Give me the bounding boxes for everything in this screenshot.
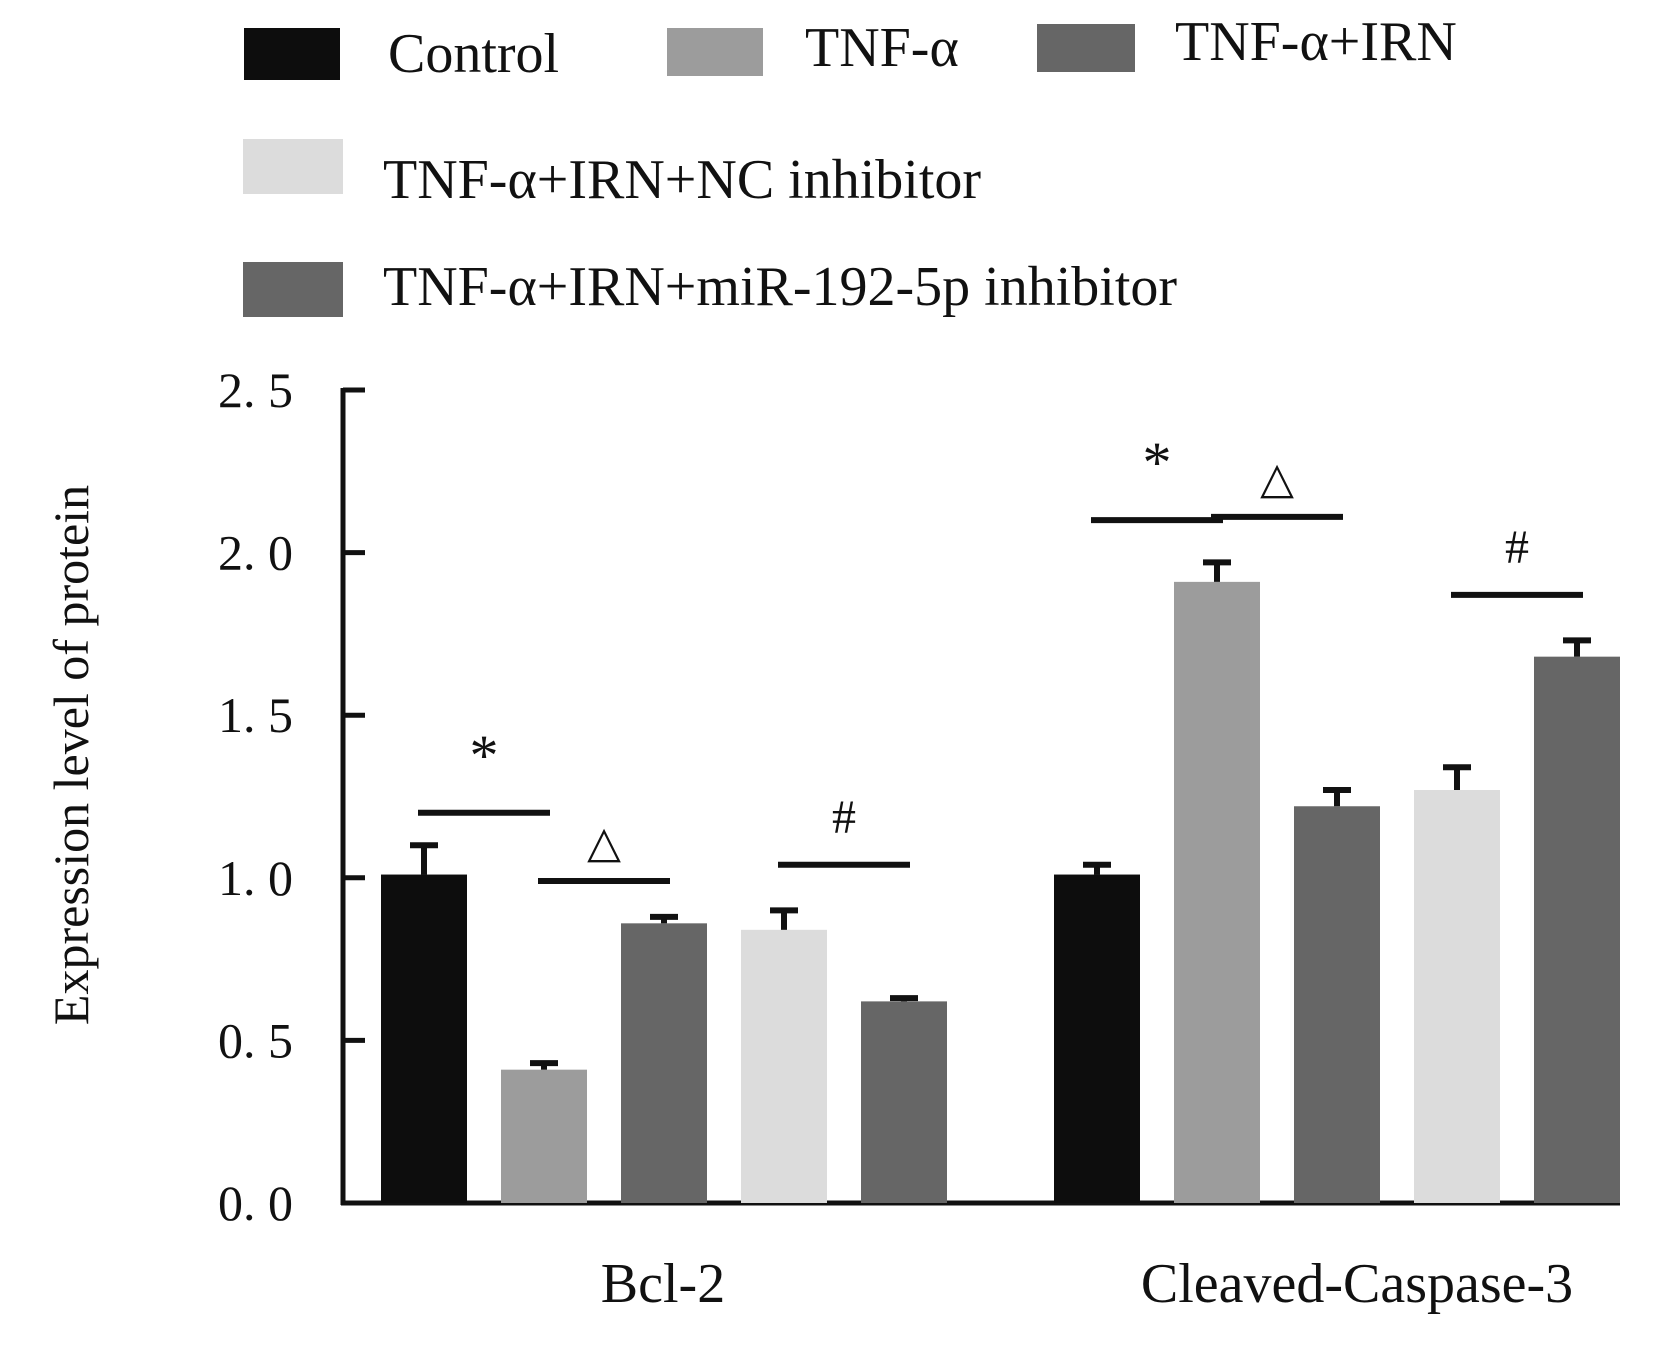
legend-label: Control <box>388 23 559 85</box>
bars <box>381 559 1620 1203</box>
significance-marker: # <box>1505 521 1529 574</box>
bar <box>861 1001 947 1203</box>
bar <box>1534 656 1620 1203</box>
legend-swatch <box>243 139 343 194</box>
bar <box>1174 581 1260 1203</box>
bar <box>741 929 827 1203</box>
legend-label: TNF-α+IRN <box>1175 11 1457 73</box>
y-axis-label: Expression level of protein <box>43 485 99 1025</box>
bar <box>1294 806 1380 1203</box>
significance-marker: * <box>1143 430 1172 495</box>
bar <box>1414 789 1500 1203</box>
significance-marker: # <box>832 791 856 844</box>
significance-marker: △ <box>587 818 621 867</box>
legend: Control TNF-α TNF-α+IRN TNF-α+IRN+NC inhibi… <box>243 11 1457 318</box>
significance-marker: * <box>470 723 499 788</box>
bar <box>501 1069 587 1203</box>
legend-label: TNF-α+IRN+miR-192-5p inhibitor <box>383 256 1177 318</box>
significance-marker: △ <box>1260 454 1294 503</box>
legend-swatch <box>244 28 340 80</box>
y-tick-label: 1. 0 <box>218 850 293 906</box>
y-tick-label: 2. 0 <box>218 525 293 581</box>
legend-label: TNF-α+IRN+NC inhibitor <box>383 149 981 211</box>
legend-label: TNF-α <box>805 17 959 79</box>
y-tick-label: 0. 5 <box>218 1012 293 1068</box>
x-category-label: Bcl-2 <box>601 1253 725 1315</box>
legend-swatch <box>243 262 343 317</box>
bar <box>381 874 467 1203</box>
bar <box>621 923 707 1203</box>
bar <box>1054 874 1140 1203</box>
y-tick-label: 1. 5 <box>218 687 293 743</box>
legend-swatch <box>667 28 763 76</box>
significance-annotations: * △ # * △ # <box>418 430 1583 885</box>
axes: 0. 0 0. 5 1. 0 1. 5 2. 0 2. 5 <box>218 362 1620 1231</box>
x-category-label: Cleaved-Caspase-3 <box>1141 1253 1573 1315</box>
x-category-labels: Bcl-2 Cleaved-Caspase-3 <box>601 1253 1573 1315</box>
legend-swatch <box>1037 24 1135 72</box>
y-tick-label: 0. 0 <box>218 1175 293 1231</box>
y-tick-label: 2. 5 <box>218 362 293 418</box>
